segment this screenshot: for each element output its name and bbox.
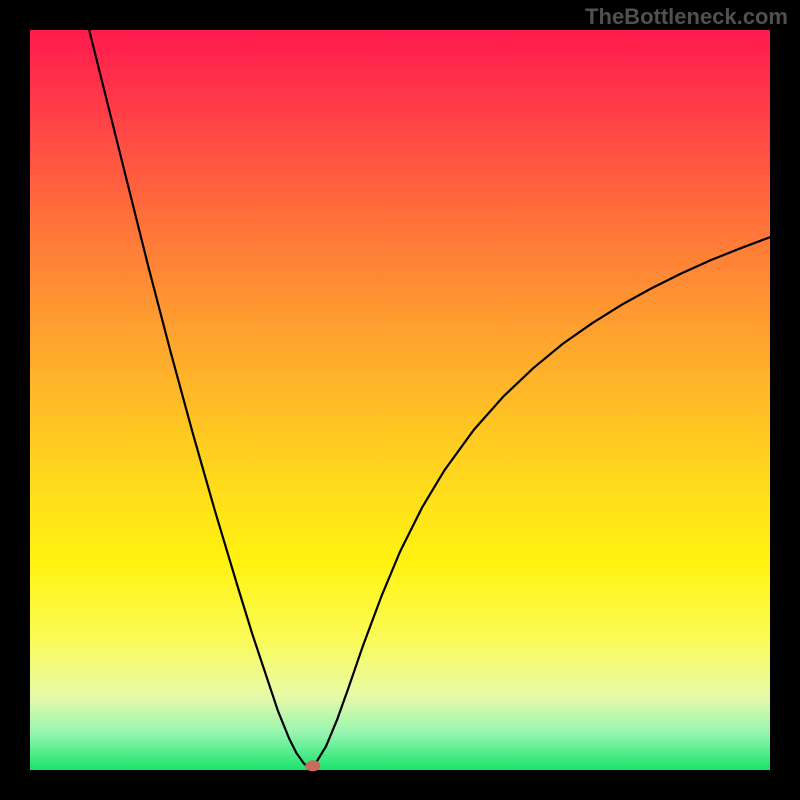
- curve-segment: [89, 30, 310, 769]
- chart-container: TheBottleneck.com: [0, 0, 800, 800]
- bottleneck-curve: [0, 0, 800, 800]
- watermark-text: TheBottleneck.com: [585, 4, 788, 30]
- curve-segment: [310, 237, 770, 768]
